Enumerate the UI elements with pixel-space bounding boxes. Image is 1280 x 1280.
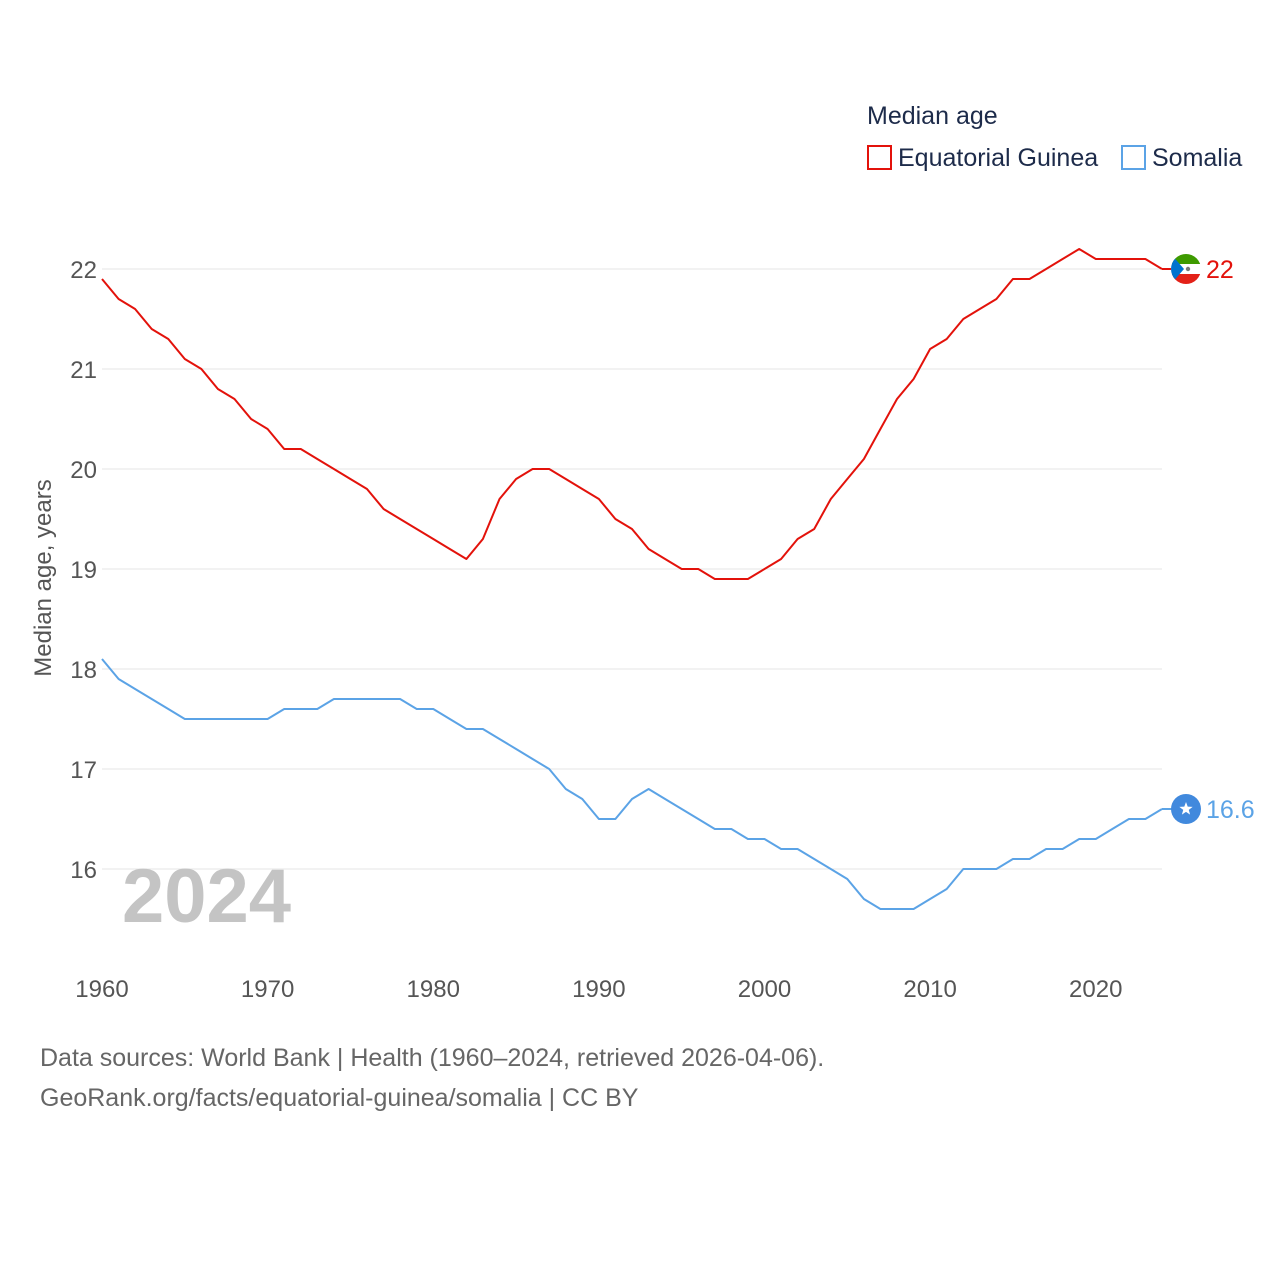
x-tick-label: 2020 [1069, 976, 1122, 1003]
y-tick-label: 20 [70, 457, 97, 484]
series-line-equatorial-guinea[interactable] [101, 248, 1163, 580]
equatorial-guinea-flag-icon [1171, 254, 1201, 284]
footer-sources: Data sources: World Bank | Health (1960–… [40, 1044, 825, 1072]
series-end-markers: 22 16.6 [1162, 254, 1255, 824]
x-tick-label: 1960 [75, 976, 128, 1003]
legend-swatch-somalia [1121, 145, 1146, 170]
x-tick-label: 2000 [738, 976, 791, 1003]
y-tick-label: 19 [70, 557, 97, 584]
legend-item-somalia[interactable]: Somalia [1121, 144, 1242, 172]
legend-title: Median age [867, 102, 998, 130]
y-tick-label: 22 [70, 257, 97, 284]
legend-swatch-equatorial-guinea [867, 145, 892, 170]
x-tick-label: 1980 [407, 976, 460, 1003]
x-axis-ticks: 1960 1970 1980 1990 2000 2010 2020 [75, 976, 1122, 1003]
x-tick-label: 1970 [241, 976, 294, 1003]
y-axis-ticks: 16 17 18 19 20 21 22 [70, 257, 97, 884]
x-tick-label: 1990 [572, 976, 625, 1003]
y-tick-label: 17 [70, 757, 97, 784]
y-axis-title: Median age, years [30, 479, 57, 676]
footer-attribution[interactable]: GeoRank.org/facts/equatorial-guinea/soma… [40, 1084, 639, 1112]
current-year-label: 2024 [122, 854, 291, 939]
series-lines [101, 248, 1163, 910]
legend-label-somalia: Somalia [1152, 144, 1242, 172]
y-tick-label: 16 [70, 857, 97, 884]
grid-lines [102, 268, 1162, 870]
somalia-flag-icon [1171, 794, 1201, 824]
series-line-somalia[interactable] [101, 658, 1163, 910]
legend[interactable]: Median age Equatorial Guinea Somalia [867, 102, 1242, 172]
legend-item-equatorial-guinea[interactable]: Equatorial Guinea [867, 144, 1098, 172]
x-tick-label: 2010 [903, 976, 956, 1003]
y-tick-label: 18 [70, 657, 97, 684]
y-tick-label: 21 [70, 357, 97, 384]
legend-label-equatorial-guinea: Equatorial Guinea [898, 144, 1098, 172]
end-value-label: 16.6 [1206, 796, 1255, 824]
end-value-label: 22 [1206, 256, 1234, 284]
